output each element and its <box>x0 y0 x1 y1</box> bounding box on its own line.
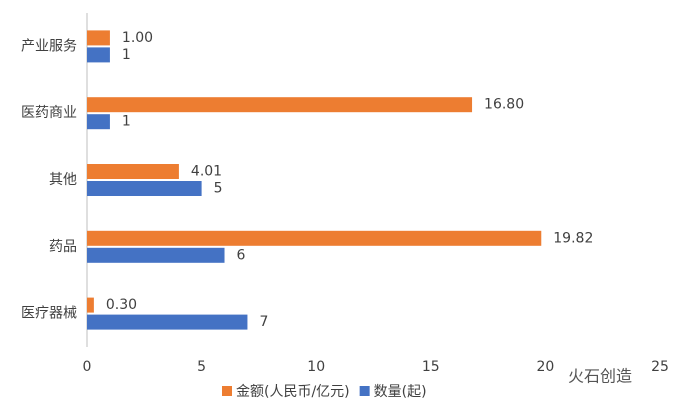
legend-swatch <box>359 386 370 396</box>
y-tick-label: 其他 <box>49 172 77 188</box>
bar <box>87 297 94 313</box>
x-tick-label: 15 <box>422 359 440 375</box>
value-label: 4.01 <box>191 164 222 180</box>
watermark: 火石创造 <box>568 367 632 386</box>
x-tick-label: 25 <box>651 359 669 375</box>
value-label: 7 <box>259 314 268 330</box>
bar <box>87 30 110 46</box>
x-tick-label: 0 <box>83 359 92 375</box>
bar <box>87 314 248 330</box>
x-tick-label: 5 <box>197 359 206 375</box>
bar <box>87 47 110 63</box>
value-label: 1.00 <box>122 30 153 46</box>
value-label: 5 <box>214 181 223 197</box>
x-tick-label: 10 <box>307 359 325 375</box>
value-label: 0.30 <box>106 297 137 313</box>
bar <box>87 164 179 179</box>
y-tick-label: 医疗器械 <box>21 306 77 322</box>
y-tick-label: 医药商业 <box>21 105 77 121</box>
bar <box>87 97 473 113</box>
bar <box>87 230 542 246</box>
bar <box>87 114 110 130</box>
value-label: 16.80 <box>484 97 524 113</box>
legend-swatch <box>222 386 232 396</box>
value-label: 1 <box>122 47 131 63</box>
value-label: 19.82 <box>553 230 593 246</box>
y-tick-label: 产业服务 <box>21 38 77 54</box>
legend-label: 数量(起) <box>374 384 427 400</box>
bar <box>87 181 202 196</box>
bar <box>87 247 225 263</box>
x-tick-label: 20 <box>536 359 554 375</box>
value-label: 6 <box>237 247 246 263</box>
value-label: 1 <box>122 114 131 130</box>
legend-label: 金额(人民币/亿元) <box>236 384 350 400</box>
y-tick-label: 药品 <box>49 239 77 255</box>
